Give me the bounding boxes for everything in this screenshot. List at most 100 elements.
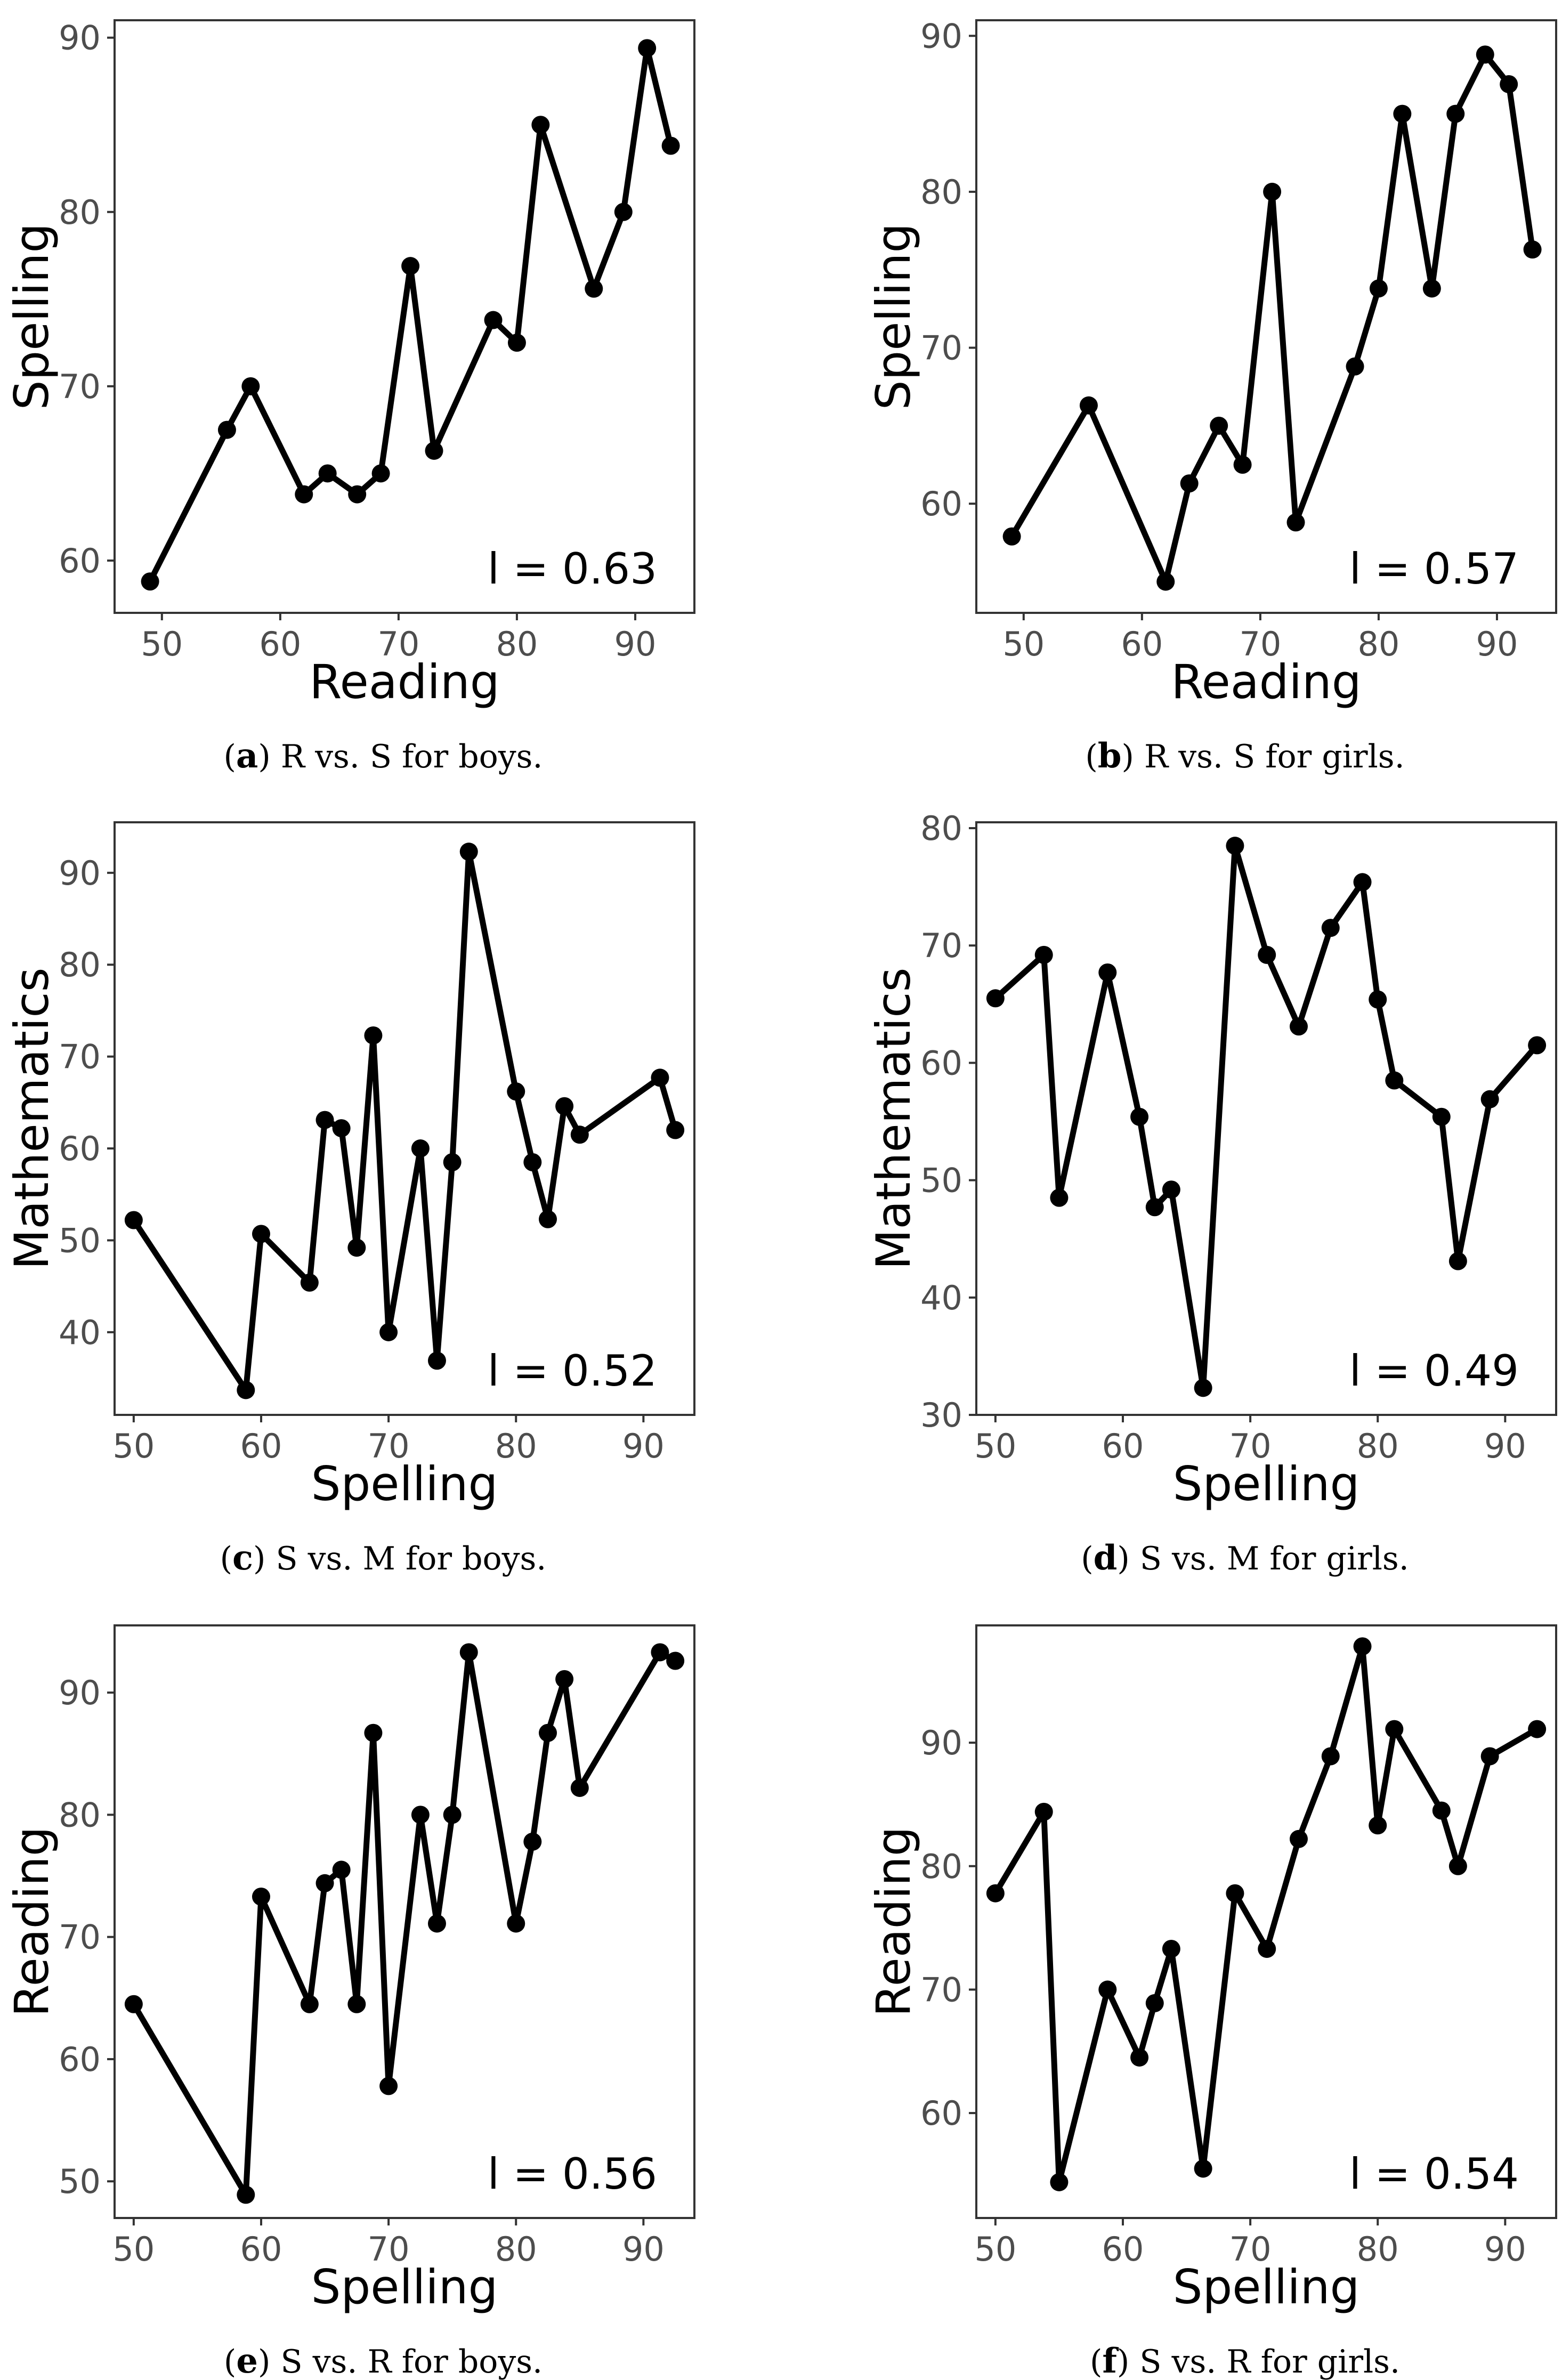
chart-panel-f: 50 60 70 80 90 60 70 80 90 Spelling Reading l = 0.5… — [866, 1624, 1557, 2380]
data-point — [614, 203, 633, 221]
chart-panel-e: 50 60 70 80 90 50 60 70 80 90 Spelling Reading l = 0… — [4, 1624, 695, 2380]
series-line — [131, 848, 678, 1393]
data-point — [1289, 1017, 1308, 1036]
x-tick-label: 60 — [240, 2230, 282, 2269]
data-point — [1446, 104, 1465, 123]
data-point — [507, 334, 526, 352]
data-point — [124, 1995, 143, 2013]
y-tick-label: 80 — [59, 193, 101, 232]
data-point — [348, 485, 367, 504]
data-point — [1476, 45, 1494, 64]
caption: (e) S vs. R for boys. — [224, 2341, 543, 2380]
x-tick-label: 70 — [1239, 625, 1281, 663]
data-point — [1286, 513, 1305, 532]
x-tick-label: 60 — [240, 1427, 282, 1466]
data-point — [1098, 963, 1117, 982]
caption: (d) S vs. M for girls. — [1081, 1538, 1409, 1578]
series-line — [1009, 51, 1536, 585]
x-axis-title: Spelling — [311, 2260, 498, 2314]
caption-paren-close: ) — [258, 738, 280, 775]
data-point — [1180, 474, 1199, 493]
y-tick-label: 30 — [920, 1396, 962, 1435]
data-point — [347, 1995, 366, 2013]
data-point — [1448, 1857, 1467, 1875]
x-tick-label: 70 — [368, 1427, 410, 1466]
data-point — [539, 1723, 557, 1742]
y-tick-label: 90 — [59, 854, 101, 893]
y-tick-label: 80 — [920, 809, 962, 848]
data-point — [507, 1914, 525, 1933]
y-tick-label: 60 — [920, 2094, 962, 2133]
data-point — [651, 1643, 669, 1662]
data-point — [1050, 1188, 1069, 1207]
data-point — [295, 485, 313, 504]
plot-frame — [975, 821, 1557, 1416]
y-tick-label: 80 — [920, 1847, 962, 1886]
data-point — [1162, 1180, 1180, 1199]
data-point — [1385, 1071, 1404, 1090]
data-point — [555, 1670, 574, 1688]
correlation-annotation: l = 0.54 — [1349, 2149, 1519, 2199]
data-point — [364, 1723, 383, 1742]
y-axis-title: Spelling — [866, 223, 921, 410]
data-point — [141, 572, 159, 591]
x-tick-label: 90 — [1476, 625, 1518, 663]
correlation-annotation: l = 0.52 — [488, 1346, 657, 1396]
data-point — [523, 1832, 542, 1851]
y-tick-label: 50 — [920, 1161, 962, 1200]
y-tick-label: 90 — [59, 19, 101, 58]
data-point — [443, 1806, 462, 1824]
y-tick-label: 70 — [920, 1970, 962, 2009]
data-point — [318, 464, 337, 483]
x-tick-label: 90 — [622, 2230, 665, 2269]
data-point — [1194, 1379, 1212, 1397]
data-point — [371, 464, 390, 483]
y-tick-label: 60 — [920, 484, 962, 523]
x-tick-label: 70 — [368, 2230, 410, 2269]
data-point — [585, 279, 603, 298]
data-point — [1233, 456, 1252, 474]
x-tick-label: 50 — [974, 2230, 1016, 2269]
caption-letter: c — [232, 1538, 253, 1578]
data-point — [364, 1026, 383, 1045]
caption-paren-open: ( — [224, 2343, 236, 2380]
data-point — [1523, 240, 1542, 259]
caption-letter: b — [1098, 736, 1122, 776]
y-tick-label: 50 — [59, 2162, 101, 2201]
y-axis-title: Reading — [866, 1826, 921, 2017]
data-point — [1393, 104, 1412, 123]
data-point — [1448, 1252, 1467, 1270]
data-point — [1258, 1939, 1276, 1958]
x-tick-label: 70 — [1229, 2230, 1272, 2269]
x-tick-label: 50 — [112, 2230, 155, 2269]
data-point — [666, 1121, 685, 1139]
data-point — [638, 39, 657, 58]
data-point — [411, 1139, 430, 1158]
x-tick-label: 60 — [1102, 1427, 1144, 1466]
caption-letter: a — [236, 736, 258, 776]
data-point — [1369, 279, 1388, 298]
caption-text: S vs. M for girls. — [1140, 1540, 1409, 1577]
plot-frame — [975, 19, 1557, 614]
caption-paren-close: ) — [1122, 738, 1144, 775]
plot-frame — [114, 1624, 695, 2219]
data-point — [1353, 1637, 1372, 1656]
caption-letter: d — [1094, 1538, 1118, 1578]
data-point — [1210, 416, 1228, 435]
data-point — [379, 2077, 398, 2095]
data-point — [661, 136, 680, 155]
data-point — [315, 1874, 334, 1892]
x-axis-title: Spelling — [1173, 2260, 1360, 2314]
data-point — [1156, 572, 1175, 591]
chart-panel-c: 50 60 70 80 90 40 50 60 70 80 90 Spelling Mathematic… — [4, 821, 695, 1578]
y-tick-label: 70 — [59, 367, 101, 406]
y-axis-title: Mathematics — [866, 967, 921, 1269]
y-tick-label: 70 — [920, 329, 962, 368]
plot-frame — [975, 1624, 1557, 2219]
y-tick-label: 80 — [59, 1795, 101, 1834]
data-point — [1385, 1720, 1404, 1738]
data-point — [1034, 945, 1053, 964]
plot-frame — [114, 821, 695, 1416]
caption-paren-close: ) — [1117, 1540, 1139, 1577]
x-tick-label: 80 — [496, 625, 538, 663]
